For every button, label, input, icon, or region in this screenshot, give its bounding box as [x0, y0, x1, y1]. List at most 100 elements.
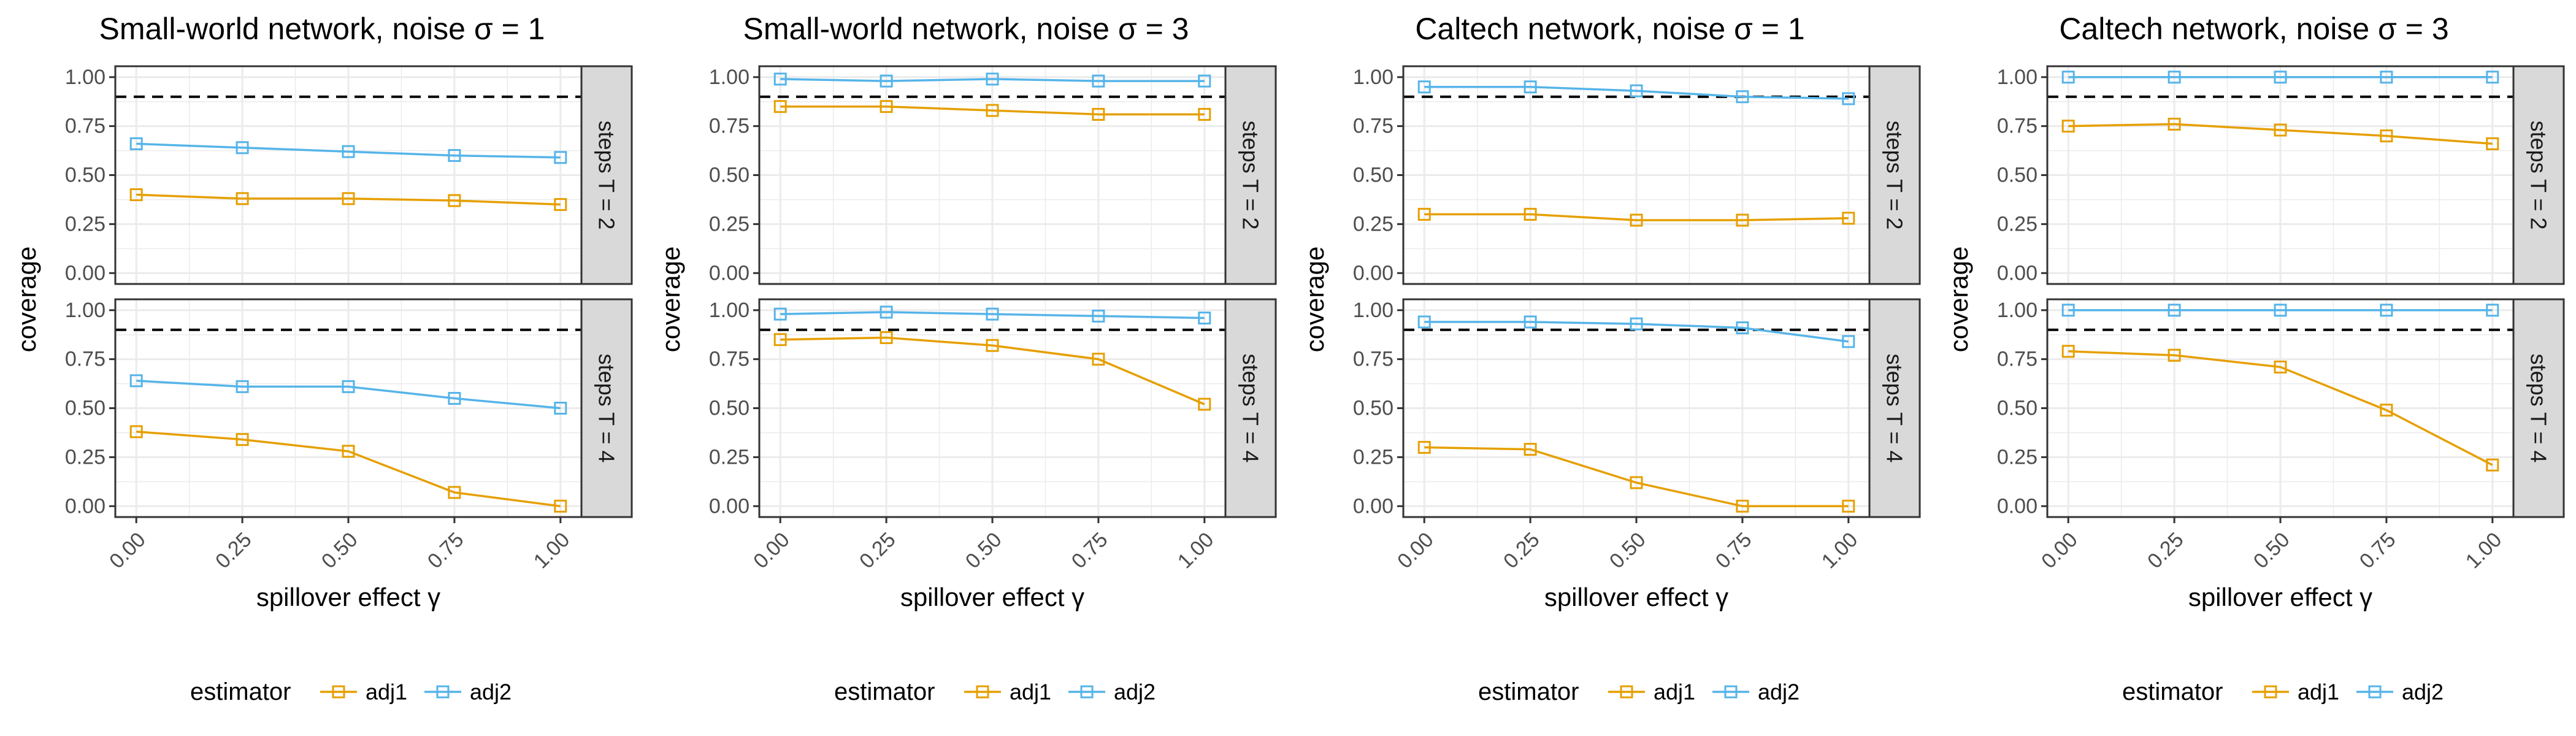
data-point-adj2	[1417, 80, 1431, 94]
series-line-adj2	[1424, 85, 1849, 100]
data-point-adj1	[342, 192, 355, 205]
legend-entry-label: adj1	[1654, 680, 1695, 705]
x-tick-label: 0.50	[961, 528, 1006, 573]
data-point-adj1	[448, 486, 461, 499]
chart-1: Small-world network, noise σ = 1 coverage…	[12, 12, 633, 705]
x-tick-label: 0.25	[1499, 528, 1544, 573]
data-point-adj1	[1736, 499, 1749, 513]
data-point-adj2	[1524, 315, 1537, 329]
series-line-adj2	[136, 380, 561, 410]
y-tick-label: 0.75	[1353, 348, 1393, 371]
data-point-adj2	[448, 392, 461, 405]
y-axis-label: coverage	[656, 247, 685, 353]
facet-strip	[2512, 65, 2565, 285]
data-point-adj2	[129, 137, 143, 150]
facet-strip	[580, 65, 633, 285]
x-tick-label: 0.50	[2249, 528, 2294, 573]
data-point-adj2	[236, 380, 249, 393]
data-point-adj1	[773, 333, 787, 347]
y-tick-label: 1.00	[65, 299, 105, 322]
data-point-adj1	[1417, 207, 1431, 221]
facet-strip-label: steps T = 2	[2526, 121, 2551, 230]
x-tick-label: 0.75	[423, 528, 469, 573]
data-point-adj2	[2061, 304, 2075, 317]
legend-entry-label: adj2	[470, 680, 512, 705]
data-point-adj1	[236, 433, 249, 447]
data-point-adj2	[2274, 304, 2287, 317]
series-line-adj1	[2068, 350, 2493, 466]
data-point-adj1	[986, 339, 999, 352]
y-tick-label: 0.75	[1353, 115, 1393, 138]
data-point-adj1	[880, 100, 893, 113]
facet-strip	[580, 298, 633, 518]
x-tick-label: 1.00	[2461, 528, 2507, 573]
x-axis-label: spillover effect γ	[256, 583, 440, 611]
y-tick-label: 0.25	[709, 212, 749, 236]
data-point-adj1	[880, 331, 893, 344]
data-point-adj1	[1524, 443, 1537, 456]
facet-strip	[1868, 298, 1921, 518]
y-tick-label: 0.00	[1997, 494, 2037, 518]
data-point-adj1	[2061, 345, 2075, 358]
data-point-adj2	[342, 145, 355, 158]
data-point-adj2	[986, 72, 999, 86]
chart-title: Small-world network, noise σ = 1	[99, 12, 545, 46]
data-point-adj2	[773, 72, 787, 86]
x-tick-label: 0.25	[855, 528, 900, 573]
data-point-adj2	[2061, 71, 2075, 84]
data-point-adj2	[2486, 71, 2499, 84]
legend-title: estimator	[2122, 678, 2223, 705]
legend-key-point-adj1	[2264, 685, 2277, 699]
y-axis-label: coverage	[1300, 247, 1329, 353]
chart-3: Caltech network, noise σ = 1 coverage step…	[1300, 12, 1921, 705]
data-point-adj2	[1524, 80, 1537, 94]
y-tick-label: 1.00	[1353, 66, 1393, 89]
facet-strip-label: steps T = 2	[594, 121, 619, 230]
chart-title: Small-world network, noise σ = 3	[743, 12, 1189, 46]
y-tick-label: 1.00	[709, 66, 749, 89]
y-axis-label: coverage	[12, 247, 41, 353]
data-point-adj1	[1092, 353, 1105, 366]
y-tick-label: 0.75	[1997, 115, 2037, 138]
x-axis-label: spillover effect γ	[2188, 583, 2372, 611]
y-tick-label: 0.00	[1353, 494, 1393, 518]
data-point-adj2	[1092, 74, 1105, 88]
x-tick-label: 0.00	[105, 528, 150, 573]
data-point-adj1	[129, 188, 143, 201]
data-point-adj1	[2486, 458, 2499, 472]
y-tick-label: 0.50	[65, 397, 105, 420]
legend: estimator adj1 adj2	[2122, 678, 2444, 705]
data-point-adj1	[554, 499, 567, 513]
facet-strip-label: steps T = 4	[1238, 354, 1263, 463]
data-point-adj1	[236, 192, 249, 205]
legend-key-point-adj2	[436, 685, 450, 699]
facet-strip-label: steps T = 4	[594, 354, 619, 463]
data-point-adj1	[2061, 120, 2075, 133]
data-point-adj2	[1198, 312, 1211, 325]
x-tick-label: 1.00	[529, 528, 575, 573]
legend-entry-label: adj1	[366, 680, 407, 705]
data-point-adj2	[1092, 309, 1105, 323]
y-tick-label: 0.50	[1353, 397, 1393, 420]
x-tick-label: 0.50	[1605, 528, 1650, 573]
data-point-adj1	[1630, 213, 1643, 227]
series-line-adj1	[780, 336, 1205, 405]
data-point-adj2	[1417, 315, 1431, 329]
legend-key-point-adj2	[2368, 685, 2382, 699]
y-tick-label: 0.25	[1997, 212, 2037, 236]
data-point-adj1	[1092, 107, 1105, 121]
x-axis-label: spillover effect γ	[1544, 583, 1728, 611]
x-tick-label: 0.75	[2355, 528, 2401, 573]
legend-key-point-adj2	[1724, 685, 1738, 699]
data-point-adj2	[342, 380, 355, 393]
facet-strip-label: steps T = 2	[1882, 121, 1907, 230]
legend-entry-label: adj2	[1114, 680, 1156, 705]
data-point-adj2	[2168, 304, 2181, 317]
y-tick-label: 0.50	[1353, 164, 1393, 187]
data-point-adj2	[2486, 304, 2499, 317]
data-point-adj2	[1630, 84, 1643, 98]
x-tick-label: 0.50	[317, 528, 362, 573]
chart-title: Caltech network, noise σ = 1	[1415, 12, 1804, 46]
y-tick-label: 0.00	[709, 261, 749, 285]
y-tick-label: 0.75	[65, 348, 105, 371]
